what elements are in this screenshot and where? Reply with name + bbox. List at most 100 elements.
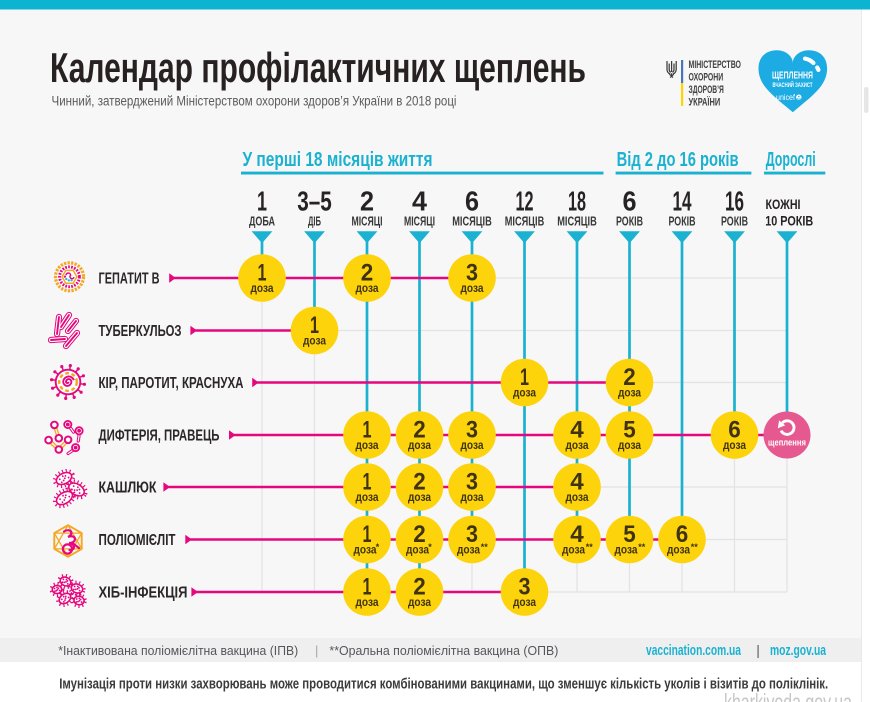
svg-text:РОКІВ: РОКІВ bbox=[721, 214, 748, 229]
svg-text:**: ** bbox=[638, 542, 646, 552]
svg-text:2: 2 bbox=[413, 469, 426, 496]
svg-text:доза: доза bbox=[406, 544, 430, 556]
svg-text:3: 3 bbox=[466, 260, 478, 287]
svg-text:РОКІВ: РОКІВ bbox=[616, 214, 643, 229]
svg-text:vaccination.com.ua: vaccination.com.ua bbox=[646, 643, 742, 659]
svg-text:2: 2 bbox=[360, 185, 374, 216]
svg-text:*: * bbox=[376, 542, 380, 552]
svg-text:МІСЯЦІ: МІСЯЦІ bbox=[404, 214, 435, 229]
svg-text:РОКІВ: РОКІВ bbox=[669, 214, 696, 229]
svg-text:2: 2 bbox=[413, 417, 426, 444]
svg-text:КАШЛЮК: КАШЛЮК bbox=[99, 480, 157, 497]
svg-text:доза: доза bbox=[513, 387, 537, 399]
svg-text:доза: доза bbox=[251, 283, 275, 295]
svg-text:Чинний, затверджений Міністерс: Чинний, затверджений Міністерством охоро… bbox=[52, 94, 457, 109]
svg-text:ТУБЕРКУЛЬОЗ: ТУБЕРКУЛЬОЗ bbox=[99, 323, 182, 340]
svg-text:доза: доза bbox=[566, 492, 590, 504]
svg-text:доза: доза bbox=[457, 544, 481, 556]
svg-text:доза: доза bbox=[408, 492, 432, 504]
svg-text:МІСЯЦІВ: МІСЯЦІВ bbox=[557, 214, 597, 229]
svg-text:МІСЯЦІВ: МІСЯЦІВ bbox=[452, 214, 492, 229]
svg-text:1: 1 bbox=[520, 364, 529, 391]
svg-text:2: 2 bbox=[623, 364, 636, 391]
svg-text:6: 6 bbox=[623, 185, 637, 216]
svg-text:18: 18 bbox=[568, 185, 586, 216]
svg-text:1: 1 bbox=[257, 185, 267, 216]
svg-text:3: 3 bbox=[466, 417, 478, 444]
svg-text:доза: доза bbox=[303, 335, 327, 347]
svg-text:доза: доза bbox=[461, 283, 485, 295]
svg-text:доза: доза bbox=[408, 440, 432, 452]
svg-text:щеплення: щеплення bbox=[768, 437, 806, 447]
svg-text:доза: доза bbox=[356, 440, 380, 452]
svg-text:*: * bbox=[428, 542, 432, 552]
svg-text:ВЧАСНИЙ ЗАХИСТ: ВЧАСНИЙ ЗАХИСТ bbox=[773, 81, 813, 89]
svg-text:1: 1 bbox=[363, 417, 372, 444]
svg-text:Імунізація проти низки захворю: Імунізація проти низки захворювань може … bbox=[59, 676, 828, 692]
svg-text:12: 12 bbox=[516, 185, 534, 216]
svg-text:доза: доза bbox=[461, 492, 485, 504]
svg-text:доза: доза bbox=[667, 544, 691, 556]
svg-text:4: 4 bbox=[570, 521, 584, 548]
svg-text:|: | bbox=[315, 643, 318, 658]
svg-text:**Оральна поліомієлітна вакцин: **Оральна поліомієлітна вакцина (ОПВ) bbox=[329, 643, 558, 658]
svg-text:2: 2 bbox=[413, 521, 426, 548]
svg-text:3: 3 bbox=[466, 469, 478, 496]
svg-text:доза: доза bbox=[618, 440, 642, 452]
svg-text:ГЕПАТИТ В: ГЕПАТИТ В bbox=[99, 271, 160, 288]
svg-text:**: ** bbox=[481, 542, 489, 552]
svg-text:ХІБ-ІНФЕКЦІЯ: ХІБ-ІНФЕКЦІЯ bbox=[99, 585, 188, 602]
svg-text:Календар профілактичних щеплен: Календар профілактичних щеплень bbox=[50, 44, 586, 91]
svg-text:МІСЯЦІ: МІСЯЦІ bbox=[352, 214, 383, 229]
svg-text:доза: доза bbox=[566, 440, 590, 452]
svg-text:5: 5 bbox=[623, 521, 636, 548]
svg-text:Дорослі: Дорослі bbox=[766, 149, 816, 171]
svg-text:10 РОКІВ: 10 РОКІВ bbox=[765, 213, 813, 229]
svg-text:доза: доза bbox=[354, 544, 378, 556]
svg-text:**: ** bbox=[691, 542, 699, 552]
svg-text:3: 3 bbox=[466, 521, 478, 548]
svg-text:6: 6 bbox=[465, 185, 479, 216]
svg-text:16: 16 bbox=[725, 185, 744, 216]
svg-text:1: 1 bbox=[258, 260, 267, 287]
svg-text:ОХОРОНИ: ОХОРОНИ bbox=[689, 72, 724, 84]
svg-text:1: 1 bbox=[363, 574, 372, 601]
svg-text:доза: доза bbox=[562, 544, 586, 556]
svg-text:1: 1 bbox=[363, 469, 372, 496]
svg-text:доза: доза bbox=[356, 492, 380, 504]
svg-text:6: 6 bbox=[676, 521, 689, 548]
svg-text:У перші 18 місяців життя: У перші 18 місяців життя bbox=[243, 149, 433, 171]
svg-text:4: 4 bbox=[570, 469, 584, 496]
svg-text:доза: доза bbox=[615, 544, 639, 556]
svg-text:1: 1 bbox=[363, 521, 372, 548]
svg-text:доза: доза bbox=[461, 440, 485, 452]
svg-text:|: | bbox=[756, 642, 760, 658]
svg-text:unicef: unicef bbox=[776, 93, 796, 102]
svg-text:6: 6 bbox=[728, 417, 741, 444]
svg-text:5: 5 bbox=[623, 417, 636, 444]
svg-text:14: 14 bbox=[673, 185, 692, 216]
svg-text:МІСЯЦІВ: МІСЯЦІВ bbox=[505, 214, 545, 229]
svg-text:доза: доза bbox=[618, 387, 642, 399]
svg-text:КОЖНІ: КОЖНІ bbox=[766, 196, 801, 212]
svg-text:3: 3 bbox=[519, 574, 531, 601]
svg-text:ЩЕПЛЕННЯ: ЩЕПЛЕННЯ bbox=[772, 70, 813, 82]
svg-text:ПОЛІОМІЄЛІТ: ПОЛІОМІЄЛІТ bbox=[99, 532, 176, 549]
svg-text:КІР, ПАРОТИТ, КРАСНУХА: КІР, ПАРОТИТ, КРАСНУХА bbox=[99, 375, 244, 392]
svg-text:**: ** bbox=[586, 542, 594, 552]
svg-text:ЗДОРОВ’Я: ЗДОРОВ’Я bbox=[689, 84, 724, 96]
svg-text:доза: доза bbox=[408, 597, 432, 609]
svg-text:ДІБ: ДІБ bbox=[308, 214, 321, 229]
svg-text:ДОБА: ДОБА bbox=[249, 214, 275, 229]
svg-text:ДИФТЕРІЯ, ПРАВЕЦЬ: ДИФТЕРІЯ, ПРАВЕЦЬ bbox=[99, 428, 220, 445]
svg-text:доза: доза bbox=[723, 440, 747, 452]
svg-text:доза: доза bbox=[356, 283, 380, 295]
svg-text:2: 2 bbox=[413, 574, 426, 601]
svg-text:Від 2 до 16 років: Від 2 до 16 років bbox=[617, 149, 739, 171]
svg-text:2: 2 bbox=[361, 260, 374, 287]
svg-text:*Інактивована поліомієлітна ва: *Інактивована поліомієлітна вакцина (ІПВ… bbox=[58, 643, 298, 658]
svg-text:доза: доза bbox=[356, 597, 380, 609]
svg-text:МІНІСТЕРСТВО: МІНІСТЕРСТВО bbox=[689, 59, 742, 71]
svg-text:УКРАЇНИ: УКРАЇНИ bbox=[689, 95, 721, 108]
svg-text:4: 4 bbox=[412, 185, 427, 216]
